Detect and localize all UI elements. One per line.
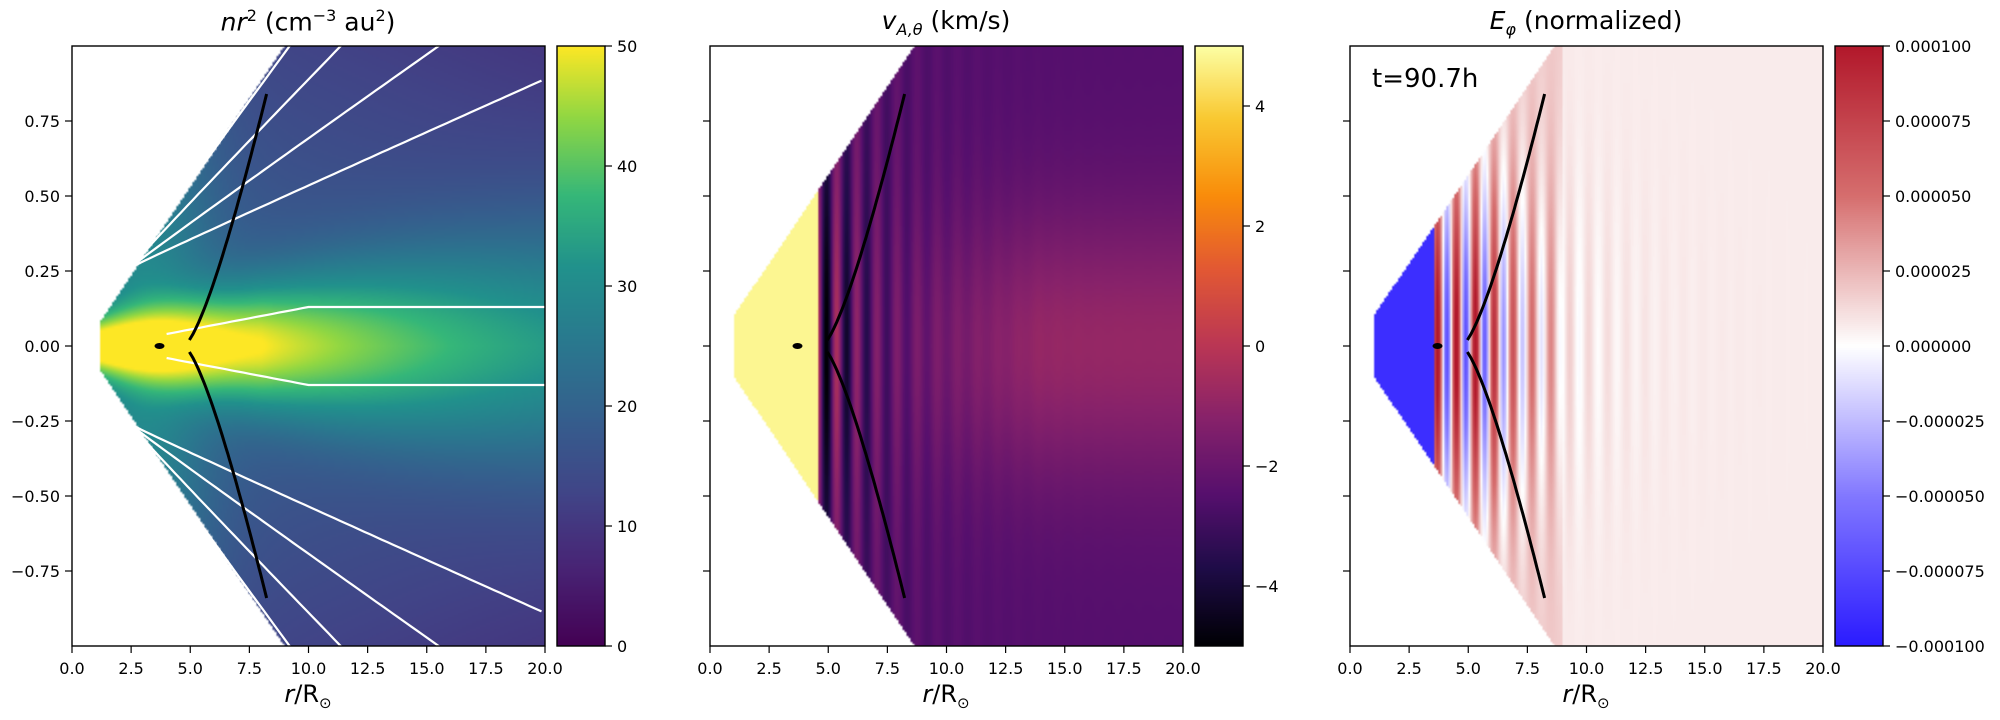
x-tick-label: 10.0 [1569,659,1605,678]
field-line [132,46,292,263]
x-tick-label: 2.5 [118,659,143,678]
colorbar-tick-label: −0.000100 [1895,637,1985,656]
y-tick-label: 0.25 [24,262,60,281]
x-tick-label: 5.0 [178,659,203,678]
colorbar-tick-label: 50 [617,37,637,56]
colorbar-tick-label: −0.000050 [1895,487,1985,506]
y-tick-label: 0.50 [24,187,60,206]
sonic-surface-curve [826,351,907,599]
x-tick-label: 15.0 [1687,659,1723,678]
x-tick-label: 17.5 [1106,659,1142,678]
x-tick-label: 20.0 [527,659,563,678]
colorbar-tick-label: −0.000025 [1895,412,1985,431]
colorbar-tick-label: 10 [617,517,637,536]
sonic-surface-curve [1466,351,1547,599]
colorbar-tick-label: 0.000025 [1895,262,1971,281]
x-tick-label: 5.0 [816,659,841,678]
x-tick-label: 15.0 [409,659,445,678]
x-tick-label: 17.5 [468,659,504,678]
colorbar-tick-label: 4 [1255,97,1265,116]
x-tick-label: 20.0 [1165,659,1201,678]
sonic-surface-curve [188,93,269,341]
colorbar-tick-label: 30 [617,277,637,296]
y-tick-label: 0.75 [24,112,60,131]
field-line [132,426,441,646]
y-tick-label: −0.25 [11,412,60,431]
colorbar-tick-label: 0.000000 [1895,337,1971,356]
field-line [133,425,542,613]
y-tick-label: −0.50 [11,487,60,506]
x-tick-label: 12.5 [988,659,1024,678]
colorbar-tick-label: −0.000075 [1895,562,1985,581]
x-tick-label: 15.0 [1047,659,1083,678]
field-line [132,429,292,646]
field-line [166,305,545,336]
x-tick-label: 10.0 [291,659,327,678]
colorbar-tick-label: −4 [1255,577,1279,596]
y-tick-label: −0.75 [11,562,60,581]
y-tick-label: 0.00 [24,337,60,356]
colorbar-gradient-2 [1195,46,1243,646]
x-tick-label: 12.5 [350,659,386,678]
colorbar-gradient-3 [1835,46,1883,646]
colorbar-tick-label: 0.000050 [1895,187,1971,206]
x-tick-label: 0.0 [697,659,722,678]
colorbar-tick-label: 40 [617,157,637,176]
sonic-surface-curve [1466,93,1547,341]
heatmap-image-2 [710,46,1183,646]
x-tick-label: 12.5 [1628,659,1664,678]
surface-marker [154,343,165,349]
sonic-surface-curve [826,93,907,341]
field-line [132,46,441,266]
heatmap-image-3 [1350,46,1823,646]
x-tick-label: 7.5 [237,659,262,678]
colorbar-frame [556,45,606,647]
colorbar-gradient-1 [557,46,605,646]
field-line [132,46,343,265]
colorbar-tick-label: 2 [1255,217,1265,236]
sonic-surface-curve [188,351,269,599]
colorbar-tick-label: 0.000100 [1895,37,1971,56]
field-line [166,356,545,387]
x-tick-label: 0.0 [1337,659,1362,678]
colorbar-tick-label: 0 [1255,337,1265,356]
colorbar-tick-label: 20 [617,397,637,416]
surface-marker [792,343,803,349]
heatmap-image-1 [72,46,545,646]
x-tick-label: 10.0 [929,659,965,678]
colorbar-tick-label: 0.000075 [1895,112,1971,131]
colorbar-tick-label: −2 [1255,457,1279,476]
x-tick-label: 7.5 [875,659,900,678]
x-tick-label: 17.5 [1746,659,1782,678]
x-tick-label: 20.0 [1805,659,1841,678]
field-line [132,427,343,646]
x-tick-label: 2.5 [756,659,781,678]
x-tick-label: 0.0 [59,659,84,678]
x-tick-label: 5.0 [1456,659,1481,678]
colorbar-tick-label: 0 [617,637,627,656]
field-line [133,79,542,267]
x-tick-label: 2.5 [1396,659,1421,678]
surface-marker [1432,343,1443,349]
x-tick-label: 7.5 [1515,659,1540,678]
